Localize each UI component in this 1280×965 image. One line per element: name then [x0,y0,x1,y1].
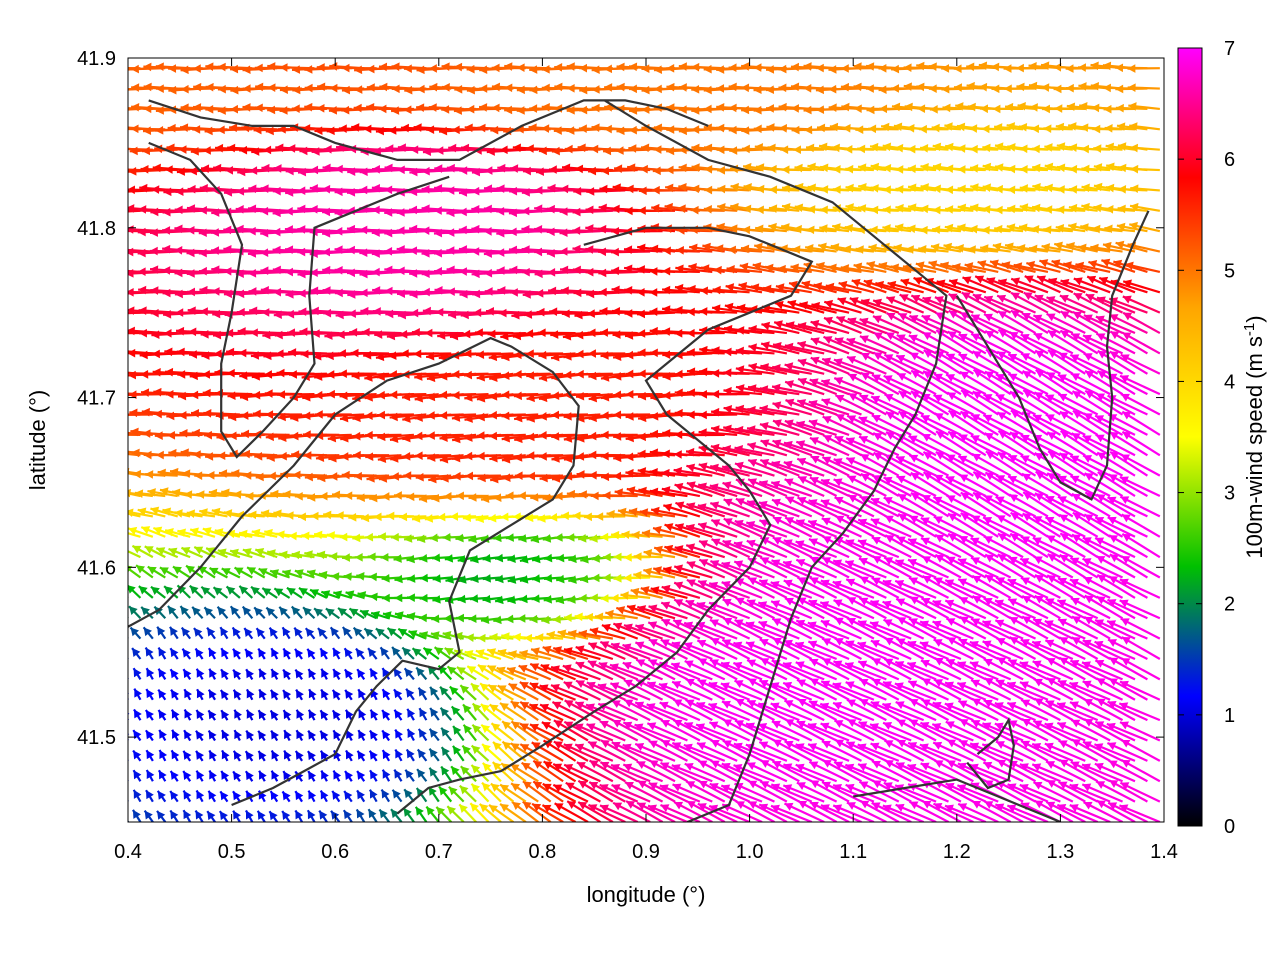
wind-vector [120,669,128,680]
x-tick-label: 0.5 [218,841,246,863]
wind-vector [89,286,128,295]
wind-vector [94,106,128,115]
wind-vector [90,349,128,358]
wind-vector [120,790,128,801]
wind-vector [114,585,128,598]
colorbar-tick-label: 2 [1224,594,1235,616]
wind-vector [96,468,128,477]
colorbar-tick-label: 4 [1224,371,1235,393]
x-tick-label: 1.0 [736,841,764,863]
wind-vector [94,126,128,135]
wind-vector [121,810,129,822]
colorbar-tick-label: 0 [1224,816,1235,838]
y-tick-label: 41.8 [77,218,116,240]
wind-vector [118,627,128,639]
x-tick-label: 1.1 [839,841,867,863]
x-axis-label: longitude (°) [587,882,706,907]
wind-vector [89,247,128,256]
colorbar-tick-label: 5 [1224,260,1235,282]
y-axis-label: latitude (°) [25,390,50,491]
wind-vector [90,330,128,339]
x-tick-label: 1.3 [1046,841,1074,863]
x-tick-label: 0.6 [321,841,349,863]
wind-vector [94,450,128,459]
wind-vector [103,527,128,537]
wind-vector [92,164,128,173]
colorbar-tick-label: 6 [1224,149,1235,171]
y-tick-label: 41.7 [77,388,116,410]
y-tick-label: 41.9 [77,48,116,70]
x-tick-label: 0.4 [114,841,142,863]
wind-vector [99,486,128,496]
wind-vector [119,648,128,659]
x-tick-label: 1.4 [1150,841,1178,863]
x-tick-label: 0.7 [425,841,453,863]
colorbar-tick-label: 3 [1224,483,1235,505]
wind-vector [93,145,128,154]
y-tick-label: 41.5 [77,727,116,749]
wind-vector [91,368,128,377]
colorbar [1178,48,1202,826]
colorbar-label: 100m-wind speed (m s-1) [1241,315,1267,558]
wind-vector [117,605,128,618]
wind-vector [91,185,128,194]
colorbar-tick-label: 7 [1224,38,1235,60]
wind-vector [101,506,128,516]
wind-vector [89,265,128,274]
x-tick-label: 1.2 [943,841,971,863]
wind-vector [120,771,128,782]
wind-vector [90,207,128,216]
wind-vector [94,84,128,93]
x-tick-label: 0.9 [632,841,660,863]
wind-vector [121,750,129,761]
x-tick-label: 0.8 [528,841,556,863]
wind-vector [106,547,128,557]
wind-vector [93,430,128,439]
colorbar-tick-label: 1 [1224,705,1235,727]
wind-vector [89,308,128,317]
y-tick-label: 41.6 [77,557,116,579]
